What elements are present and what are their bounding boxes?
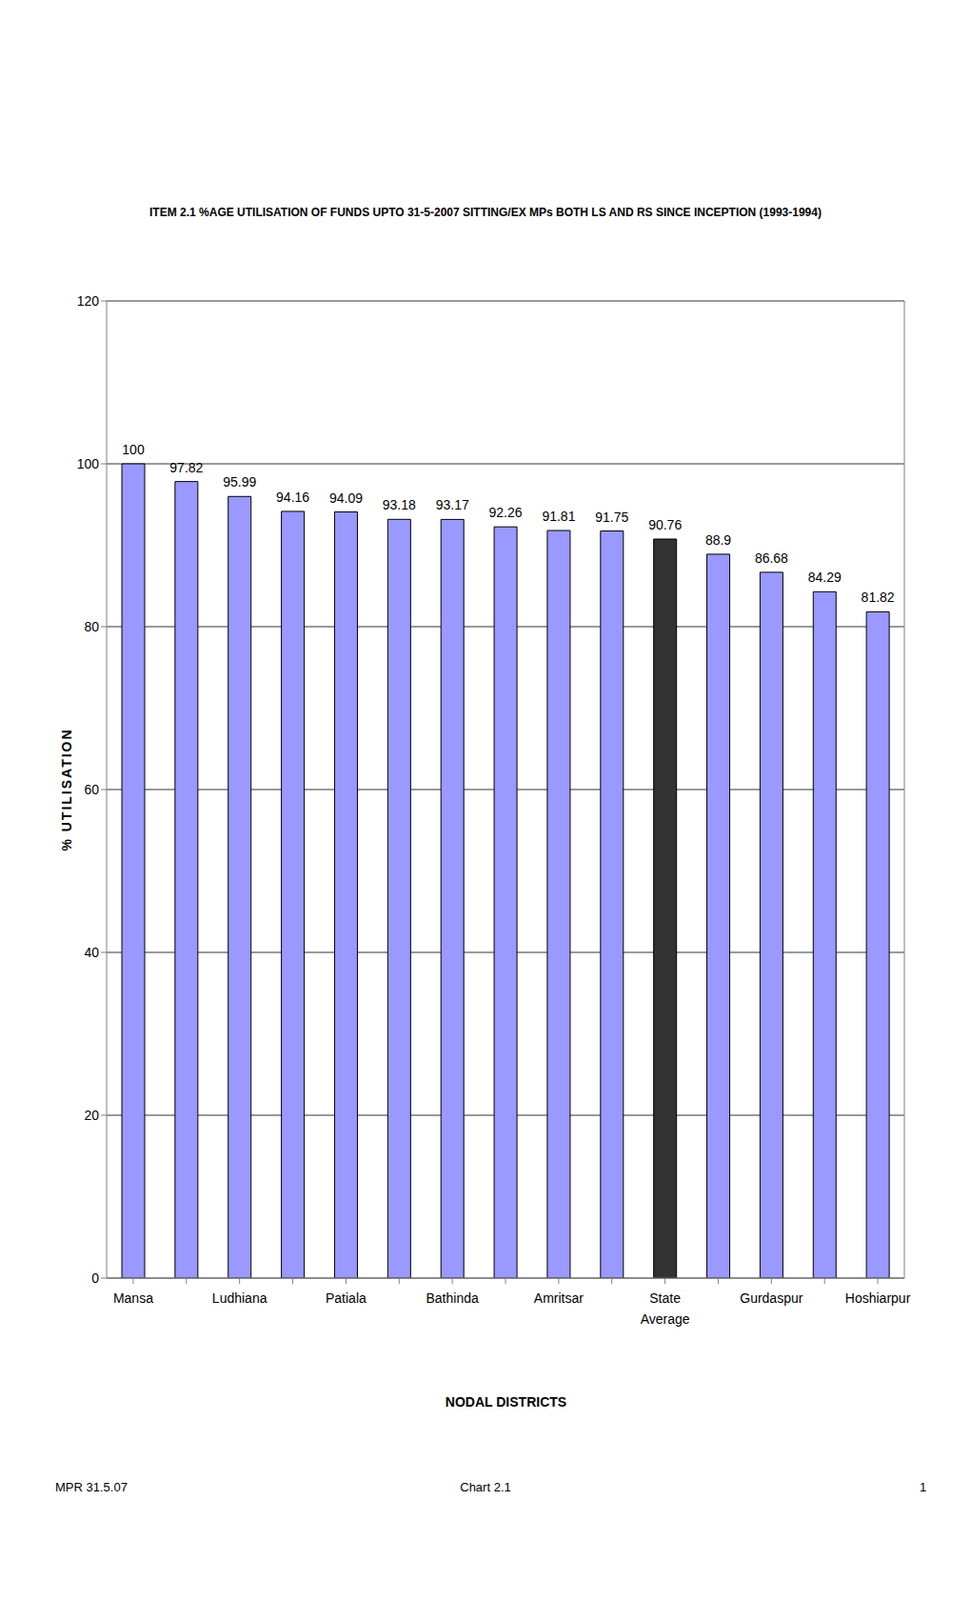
svg-text:Gurdaspur: Gurdaspur: [739, 1289, 803, 1306]
svg-text:40: 40: [83, 944, 100, 960]
svg-text:93.18: 93.18: [382, 496, 417, 513]
svg-text:90.76: 90.76: [648, 516, 682, 533]
svg-text:0: 0: [91, 1269, 100, 1286]
svg-text:Patiala: Patiala: [325, 1289, 367, 1306]
svg-text:StateAverage: StateAverage: [640, 1289, 691, 1327]
svg-text:88.9: 88.9: [705, 532, 732, 548]
html-text:MPR 31.5.07: MPR 31.5.07: [55, 1479, 128, 1494]
svg-text:92.26: 92.26: [489, 504, 523, 520]
html-text:NODAL DISTRICTS: NODAL DISTRICTS: [445, 1393, 567, 1409]
svg-text:Mansa: Mansa: [113, 1289, 154, 1306]
html-text:1: 1: [919, 1479, 927, 1494]
html-text:Chart 2.1: Chart 2.1: [460, 1479, 511, 1494]
svg-text:97.82: 97.82: [169, 459, 203, 476]
svg-text:20: 20: [83, 1107, 100, 1123]
svg-text:93.17: 93.17: [435, 496, 470, 513]
svg-text:60: 60: [83, 781, 100, 797]
html-text:ITEM 2.1 %AGE UTILISATION OF F: ITEM 2.1 %AGE UTILISATION OF FUNDS UPTO …: [149, 205, 822, 219]
html-text:% UTILISATION: % UTILISATION: [59, 727, 75, 851]
svg-text:Amritsar: Amritsar: [534, 1289, 584, 1306]
svg-text:100: 100: [77, 455, 100, 472]
svg-text:91.75: 91.75: [594, 509, 629, 525]
svg-text:84.29: 84.29: [808, 569, 842, 585]
svg-text:Hoshiarpur: Hoshiarpur: [845, 1289, 912, 1306]
svg-text:100: 100: [121, 441, 145, 457]
svg-text:120: 120: [77, 293, 100, 309]
svg-text:81.82: 81.82: [861, 589, 895, 605]
svg-text:86.68: 86.68: [754, 550, 789, 566]
svg-text:Bathinda: Bathinda: [425, 1289, 478, 1306]
svg-text:91.81: 91.81: [541, 508, 575, 524]
svg-text:95.99: 95.99: [222, 474, 257, 490]
svg-text:94.09: 94.09: [329, 490, 363, 506]
svg-text:94.16: 94.16: [276, 489, 310, 505]
svg-text:Ludhiana: Ludhiana: [212, 1289, 268, 1306]
svg-text:80: 80: [83, 618, 100, 635]
